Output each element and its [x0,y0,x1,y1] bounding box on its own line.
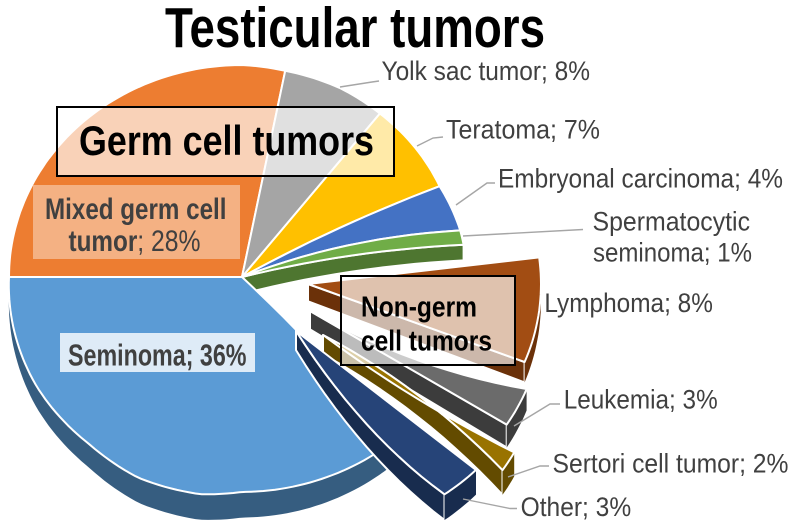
svg-text:Seminoma; 36%: Seminoma; 36% [68,339,247,373]
svg-text:; 28%: ; 28% [137,225,200,258]
svg-text:Testicular tumors: Testicular tumors [165,0,545,60]
svg-text:Lymphoma; 8%: Lymphoma; 8% [544,288,713,318]
svg-text:Mixed germ cell: Mixed germ cell [45,193,227,226]
svg-text:seminoma; 1%: seminoma; 1% [593,238,752,268]
svg-text:Germ cell tumors: Germ cell tumors [79,118,374,164]
svg-text:Yolk sac tumor; 8%: Yolk sac tumor; 8% [382,56,591,86]
svg-text:tumor: tumor [69,225,138,258]
svg-text:Teratoma; 7%: Teratoma; 7% [446,115,600,145]
svg-text:Non-germ: Non-germ [361,292,477,324]
svg-text:Spermatocytic: Spermatocytic [593,207,751,237]
svg-text:Sertori cell tumor; 2%: Sertori cell tumor; 2% [553,448,789,478]
svg-text:Other; 3%: Other; 3% [521,492,632,522]
svg-text:cell tumors: cell tumors [361,326,492,358]
svg-text:Embryonal carcinoma; 4%: Embryonal carcinoma; 4% [498,164,783,194]
svg-text:Leukemia; 3%: Leukemia; 3% [564,385,718,415]
